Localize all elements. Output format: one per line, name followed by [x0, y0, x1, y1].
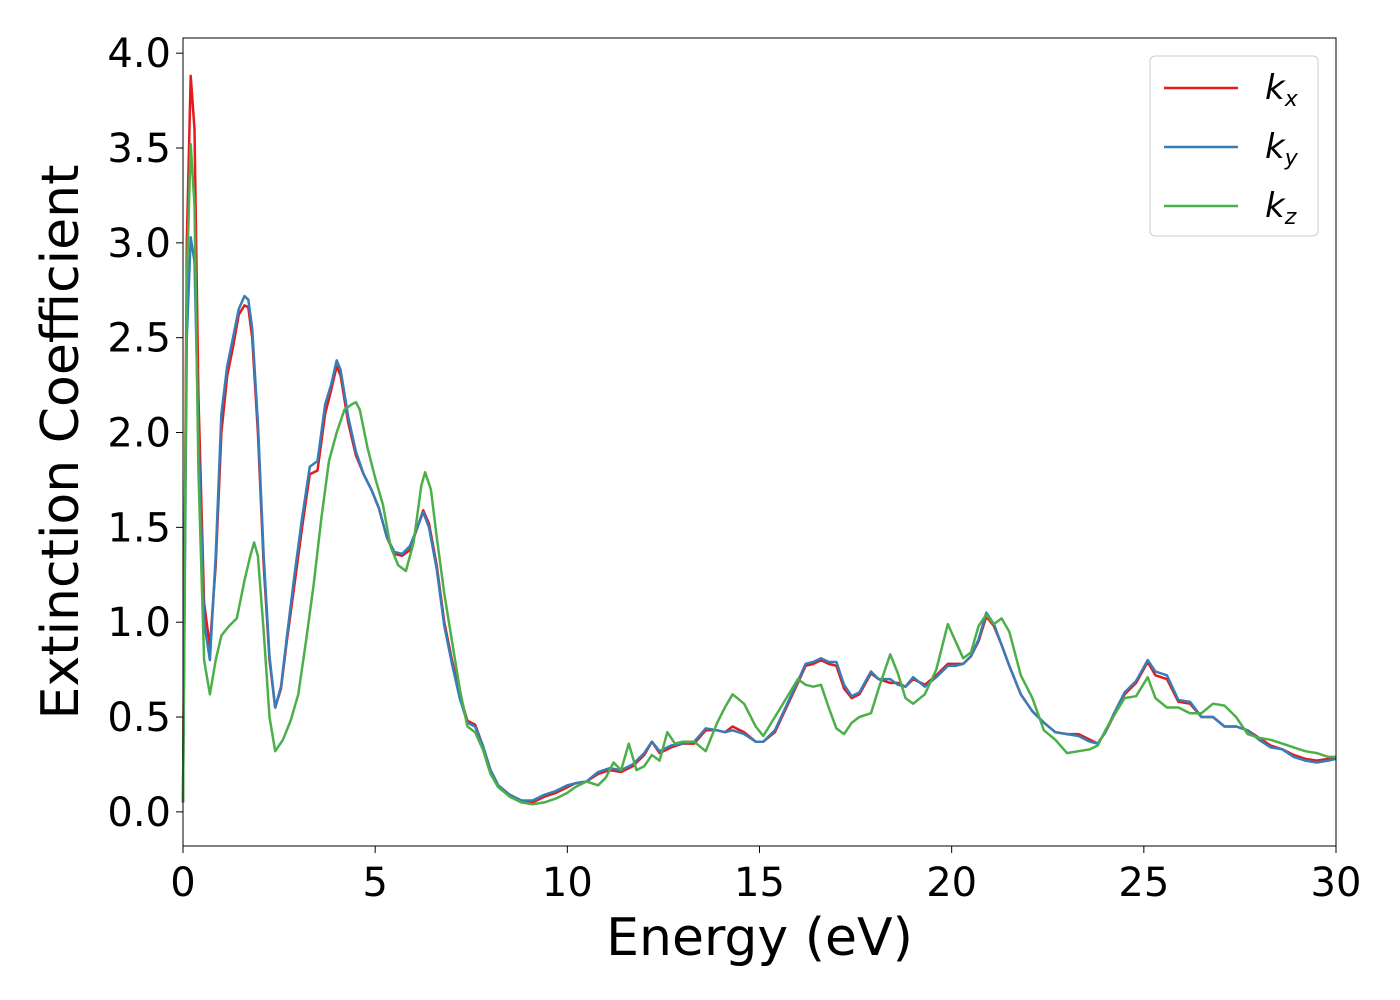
x-axis-title: Energy (eV): [606, 908, 913, 968]
legend-label-kx: kx: [1265, 68, 1299, 112]
y-tick-label: 3.0: [107, 221, 171, 267]
y-tick-label: 1.5: [107, 505, 171, 551]
y-tick-label: 3.5: [107, 126, 171, 172]
series-layer: [181, 74, 1337, 806]
x-tick-label: 20: [926, 860, 977, 906]
y-tick-label: 0.5: [107, 695, 171, 741]
y-axis-title: Extinction Coefficient: [31, 165, 91, 720]
legend-label-kz: kz: [1265, 186, 1297, 230]
y-axis-ticks: 0.0 0.5 1.0 1.5 2.0 2.5 3.0 3.5 4.0: [107, 31, 183, 836]
x-axis-ticks: 0 5 10 15 20 25 30: [170, 846, 1361, 906]
x-tick-label: 10: [542, 860, 593, 906]
x-tick-label: 0: [170, 860, 195, 906]
x-tick-label: 15: [734, 860, 785, 906]
y-tick-label: 0.0: [107, 790, 171, 836]
x-tick-label: 5: [362, 860, 387, 906]
legend: kx ky kz: [1149, 55, 1319, 237]
series-line-kz: [181, 142, 1336, 806]
y-tick-label: 2.0: [107, 411, 171, 457]
x-tick-label: 30: [1311, 860, 1362, 906]
x-tick-label: 25: [1118, 860, 1169, 906]
y-tick-label: 4.0: [107, 31, 171, 77]
y-tick-label: 1.0: [107, 600, 171, 646]
y-tick-label: 2.5: [107, 316, 171, 362]
legend-label-ky: ky: [1265, 127, 1299, 171]
